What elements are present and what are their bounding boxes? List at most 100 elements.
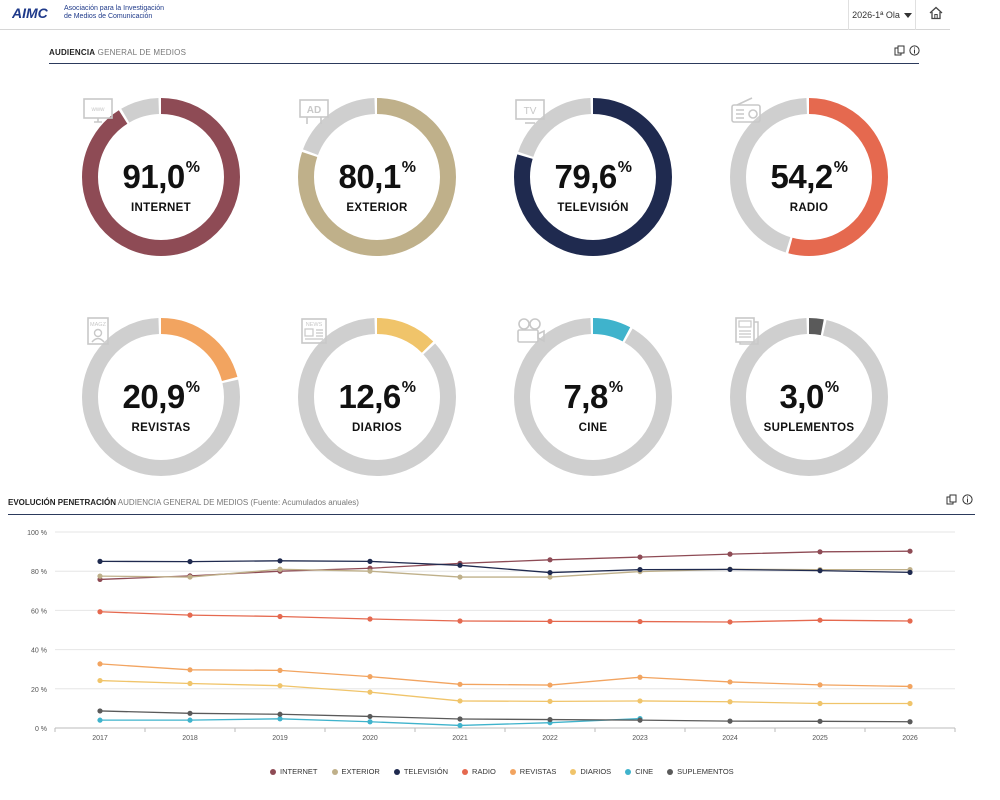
data-point-radio[interactable] bbox=[367, 616, 373, 622]
legend-label: INTERNET bbox=[280, 767, 318, 776]
data-point-diarios[interactable] bbox=[97, 677, 103, 684]
data-point-radio[interactable] bbox=[187, 612, 193, 618]
data-point-televisin[interactable] bbox=[727, 566, 733, 573]
data-point-suplementos[interactable] bbox=[187, 710, 193, 716]
donut-revistas: MAGZ 20,9% REVISTAS bbox=[80, 316, 242, 478]
data-point-cine[interactable] bbox=[97, 717, 103, 723]
data-point-internet[interactable] bbox=[547, 557, 553, 563]
data-point-suplementos[interactable] bbox=[817, 718, 823, 724]
data-point-internet[interactable] bbox=[727, 551, 733, 557]
legend-item-internet[interactable]: INTERNET bbox=[270, 767, 318, 776]
data-point-diarios[interactable] bbox=[907, 700, 913, 707]
data-point-diarios[interactable] bbox=[547, 698, 553, 704]
data-point-revistas[interactable] bbox=[277, 667, 283, 673]
data-point-radio[interactable] bbox=[727, 619, 733, 625]
legend-item-cine[interactable]: CINE bbox=[625, 767, 653, 776]
legend-item-televisin[interactable]: TELEVISIÓN bbox=[393, 767, 448, 776]
data-point-televisin[interactable] bbox=[97, 558, 103, 564]
wave-select[interactable]: 2026-1ª Ola bbox=[848, 0, 916, 30]
data-point-suplementos[interactable] bbox=[727, 718, 733, 724]
data-point-diarios[interactable] bbox=[457, 698, 463, 704]
data-point-televisin[interactable] bbox=[457, 562, 463, 568]
data-point-cine[interactable] bbox=[367, 719, 373, 725]
legend-item-suplementos[interactable]: SUPLEMENTOS bbox=[667, 767, 734, 776]
data-point-radio[interactable] bbox=[457, 618, 463, 624]
data-point-revistas[interactable] bbox=[637, 674, 643, 680]
data-point-diarios[interactable] bbox=[727, 699, 733, 705]
data-point-diarios[interactable] bbox=[277, 683, 283, 689]
data-point-cine[interactable] bbox=[187, 717, 193, 723]
data-point-exterior[interactable] bbox=[547, 574, 553, 580]
data-point-cine[interactable] bbox=[277, 716, 283, 722]
section-title-evolucion: EVOLUCIÓN PENETRACIÓN AUDIENCIA GENERAL … bbox=[8, 498, 359, 507]
data-point-exterior[interactable] bbox=[97, 573, 103, 579]
data-point-suplementos[interactable] bbox=[367, 713, 373, 720]
data-point-suplementos[interactable] bbox=[637, 717, 643, 723]
data-point-internet[interactable] bbox=[637, 554, 643, 560]
data-point-revistas[interactable] bbox=[457, 681, 463, 687]
data-point-suplementos[interactable] bbox=[547, 716, 553, 723]
data-point-suplementos[interactable] bbox=[457, 716, 463, 722]
data-point-radio[interactable] bbox=[97, 609, 103, 615]
evolution-line-chart: 0 % 20 % 40 % 60 % 80 % 100 % 2017 2018 2019 2020… bbox=[27, 530, 956, 742]
data-point-televisin[interactable] bbox=[817, 568, 823, 574]
data-point-diarios[interactable] bbox=[187, 680, 193, 687]
radio-icon bbox=[731, 97, 761, 123]
data-point-revistas[interactable] bbox=[547, 682, 553, 688]
data-point-revistas[interactable] bbox=[187, 667, 193, 673]
data-point-exterior[interactable] bbox=[457, 574, 463, 580]
legend-item-revistas[interactable]: REVISTAS bbox=[509, 767, 556, 776]
data-point-radio[interactable] bbox=[547, 618, 553, 624]
legend-item-exterior[interactable]: EXTERIOR bbox=[331, 767, 380, 776]
data-point-revistas[interactable] bbox=[907, 683, 913, 690]
data-point-televisin[interactable] bbox=[637, 567, 643, 573]
data-point-televisin[interactable] bbox=[367, 558, 373, 564]
info-icon[interactable] bbox=[909, 45, 920, 56]
donut-ring bbox=[514, 98, 672, 256]
series-line-televisin bbox=[99, 560, 911, 574]
data-point-revistas[interactable] bbox=[97, 661, 103, 667]
legend-swatch bbox=[393, 768, 400, 775]
donut-remainder-arc bbox=[514, 318, 672, 476]
data-point-suplementos[interactable] bbox=[907, 719, 913, 725]
data-point-televisin[interactable] bbox=[277, 558, 283, 564]
x-tick-label: 2026 bbox=[902, 735, 918, 742]
aimc-logo[interactable]: AIMC bbox=[12, 5, 56, 21]
data-point-revistas[interactable] bbox=[367, 674, 373, 680]
donut-remainder-arc bbox=[730, 98, 888, 256]
data-point-internet[interactable] bbox=[907, 548, 913, 554]
donut-value: 3,0% bbox=[779, 378, 839, 415]
data-point-diarios[interactable] bbox=[367, 689, 373, 695]
donut-value-arc-televisin bbox=[514, 98, 672, 256]
info-icon[interactable] bbox=[962, 494, 973, 505]
copy-icon[interactable] bbox=[894, 45, 905, 56]
data-point-suplementos[interactable] bbox=[97, 708, 103, 714]
legend-swatch bbox=[270, 768, 276, 775]
data-point-exterior[interactable] bbox=[367, 568, 373, 574]
data-point-radio[interactable] bbox=[817, 617, 823, 623]
data-point-internet[interactable] bbox=[817, 549, 823, 555]
data-point-radio[interactable] bbox=[907, 618, 913, 624]
copy-icon[interactable] bbox=[946, 494, 957, 505]
data-point-diarios[interactable] bbox=[817, 700, 823, 707]
data-point-radio[interactable] bbox=[277, 613, 283, 620]
donut-value: 91,0% bbox=[122, 158, 200, 195]
donut-ring bbox=[514, 318, 672, 476]
legend-item-diarios[interactable]: DIARIOS bbox=[570, 767, 611, 776]
donut-ring bbox=[730, 318, 888, 476]
data-point-revistas[interactable] bbox=[727, 679, 733, 685]
data-point-radio[interactable] bbox=[637, 618, 643, 625]
data-point-televisin[interactable] bbox=[187, 558, 193, 565]
data-point-televisin[interactable] bbox=[907, 569, 913, 575]
data-point-exterior[interactable] bbox=[277, 566, 283, 572]
chevron-down-icon bbox=[903, 12, 912, 18]
data-point-televisin[interactable] bbox=[547, 569, 553, 576]
donut-ring bbox=[298, 98, 456, 256]
data-point-revistas[interactable] bbox=[817, 682, 823, 688]
home-icon[interactable] bbox=[928, 5, 944, 21]
data-point-exterior[interactable] bbox=[187, 574, 193, 580]
legend-item-radio[interactable]: RADIO bbox=[462, 767, 496, 776]
data-point-suplementos[interactable] bbox=[277, 711, 283, 717]
data-point-cine[interactable] bbox=[457, 722, 463, 729]
data-point-diarios[interactable] bbox=[637, 698, 643, 704]
